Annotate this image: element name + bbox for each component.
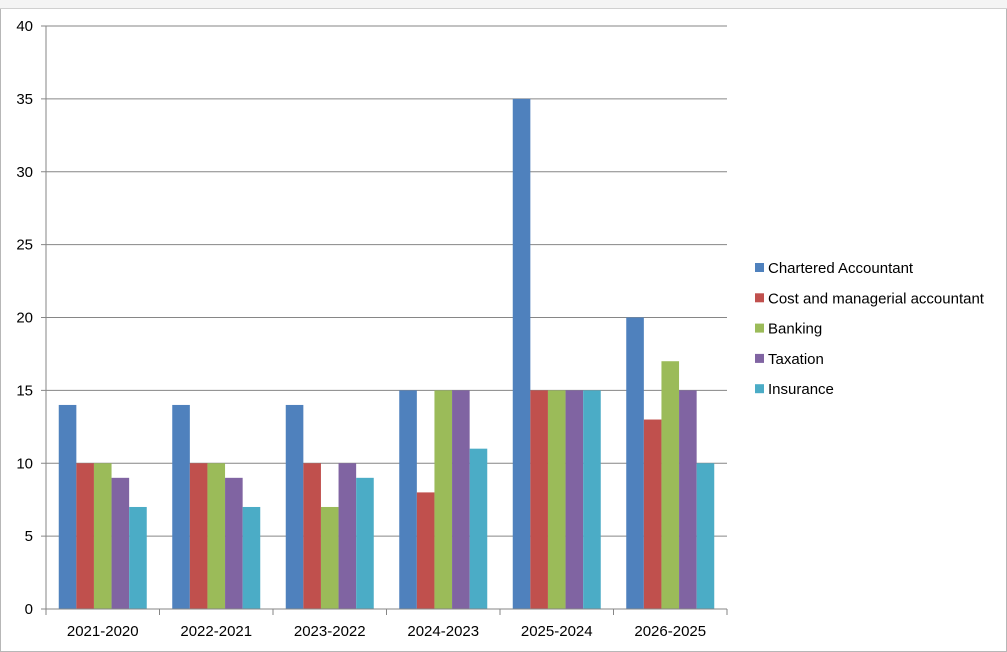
bar[interactable] — [356, 477, 374, 609]
legend-label: Cost and managerial accountant — [768, 290, 985, 307]
x-tick-label: 2022-2021 — [180, 623, 252, 640]
legend[interactable]: Chartered Accountant Cost and managerial … — [755, 260, 985, 398]
legend-swatch — [755, 384, 764, 394]
legend-label: Insurance — [768, 381, 834, 398]
y-tick-label: 35 — [16, 91, 33, 108]
bar[interactable] — [172, 404, 190, 609]
bar[interactable] — [58, 404, 77, 609]
legend-swatch — [755, 263, 764, 272]
legend-label: Taxation — [768, 351, 824, 368]
y-tick-label: 30 — [16, 164, 33, 181]
y-tick-label: 0 — [25, 601, 33, 618]
bars — [58, 98, 715, 610]
legend-label: Banking — [768, 321, 822, 338]
bar[interactable] — [399, 390, 417, 609]
y-tick-label: 25 — [16, 237, 33, 254]
bar[interactable] — [242, 506, 261, 609]
bar[interactable] — [303, 463, 321, 609]
bar[interactable] — [285, 404, 304, 609]
bar[interactable] — [679, 390, 697, 609]
x-tick-label: 2025-2024 — [521, 623, 593, 640]
bar[interactable] — [565, 390, 584, 609]
x-axis-ticks: 2021-2020 2022-2021 2023-2022 2024-2023 2025… — [45, 609, 728, 640]
bar[interactable] — [512, 98, 531, 609]
y-axis-ticks: 0 5 10 15 20 25 30 35 40 — [16, 18, 46, 618]
legend-label: Chartered Accountant — [768, 260, 914, 277]
bar[interactable] — [207, 463, 226, 609]
bar[interactable] — [320, 506, 339, 609]
bar[interactable] — [661, 361, 680, 609]
bar[interactable] — [469, 448, 488, 609]
y-tick-label: 15 — [16, 382, 33, 399]
bar[interactable] — [530, 390, 548, 609]
y-tick-label: 5 — [25, 528, 33, 545]
bar[interactable] — [696, 463, 715, 609]
bar[interactable] — [583, 390, 601, 609]
bar[interactable] — [643, 419, 662, 609]
gridlines — [46, 25, 727, 537]
y-tick-label: 10 — [16, 455, 33, 472]
bar[interactable] — [111, 477, 130, 609]
bar[interactable] — [434, 390, 453, 609]
bar[interactable] — [416, 492, 435, 609]
x-tick-label: 2023-2022 — [294, 623, 366, 640]
bar[interactable] — [626, 317, 644, 610]
bar[interactable] — [76, 463, 94, 609]
bar[interactable] — [452, 390, 470, 609]
legend-swatch — [755, 323, 764, 333]
bar[interactable] — [225, 477, 243, 609]
x-tick-label: 2024-2023 — [407, 623, 479, 640]
x-tick-label: 2021-2020 — [67, 623, 139, 640]
legend-swatch — [755, 353, 764, 363]
y-tick-label: 20 — [16, 310, 33, 327]
bar[interactable] — [93, 463, 112, 609]
bar[interactable] — [189, 463, 208, 609]
bar[interactable] — [338, 463, 357, 609]
chart-resize-handle[interactable] — [0, 0, 1007, 9]
y-tick-label: 40 — [16, 18, 33, 35]
legend-swatch — [755, 293, 764, 303]
bar[interactable] — [129, 506, 147, 609]
x-tick-label: 2026-2025 — [634, 623, 706, 640]
bar[interactable] — [547, 390, 566, 609]
